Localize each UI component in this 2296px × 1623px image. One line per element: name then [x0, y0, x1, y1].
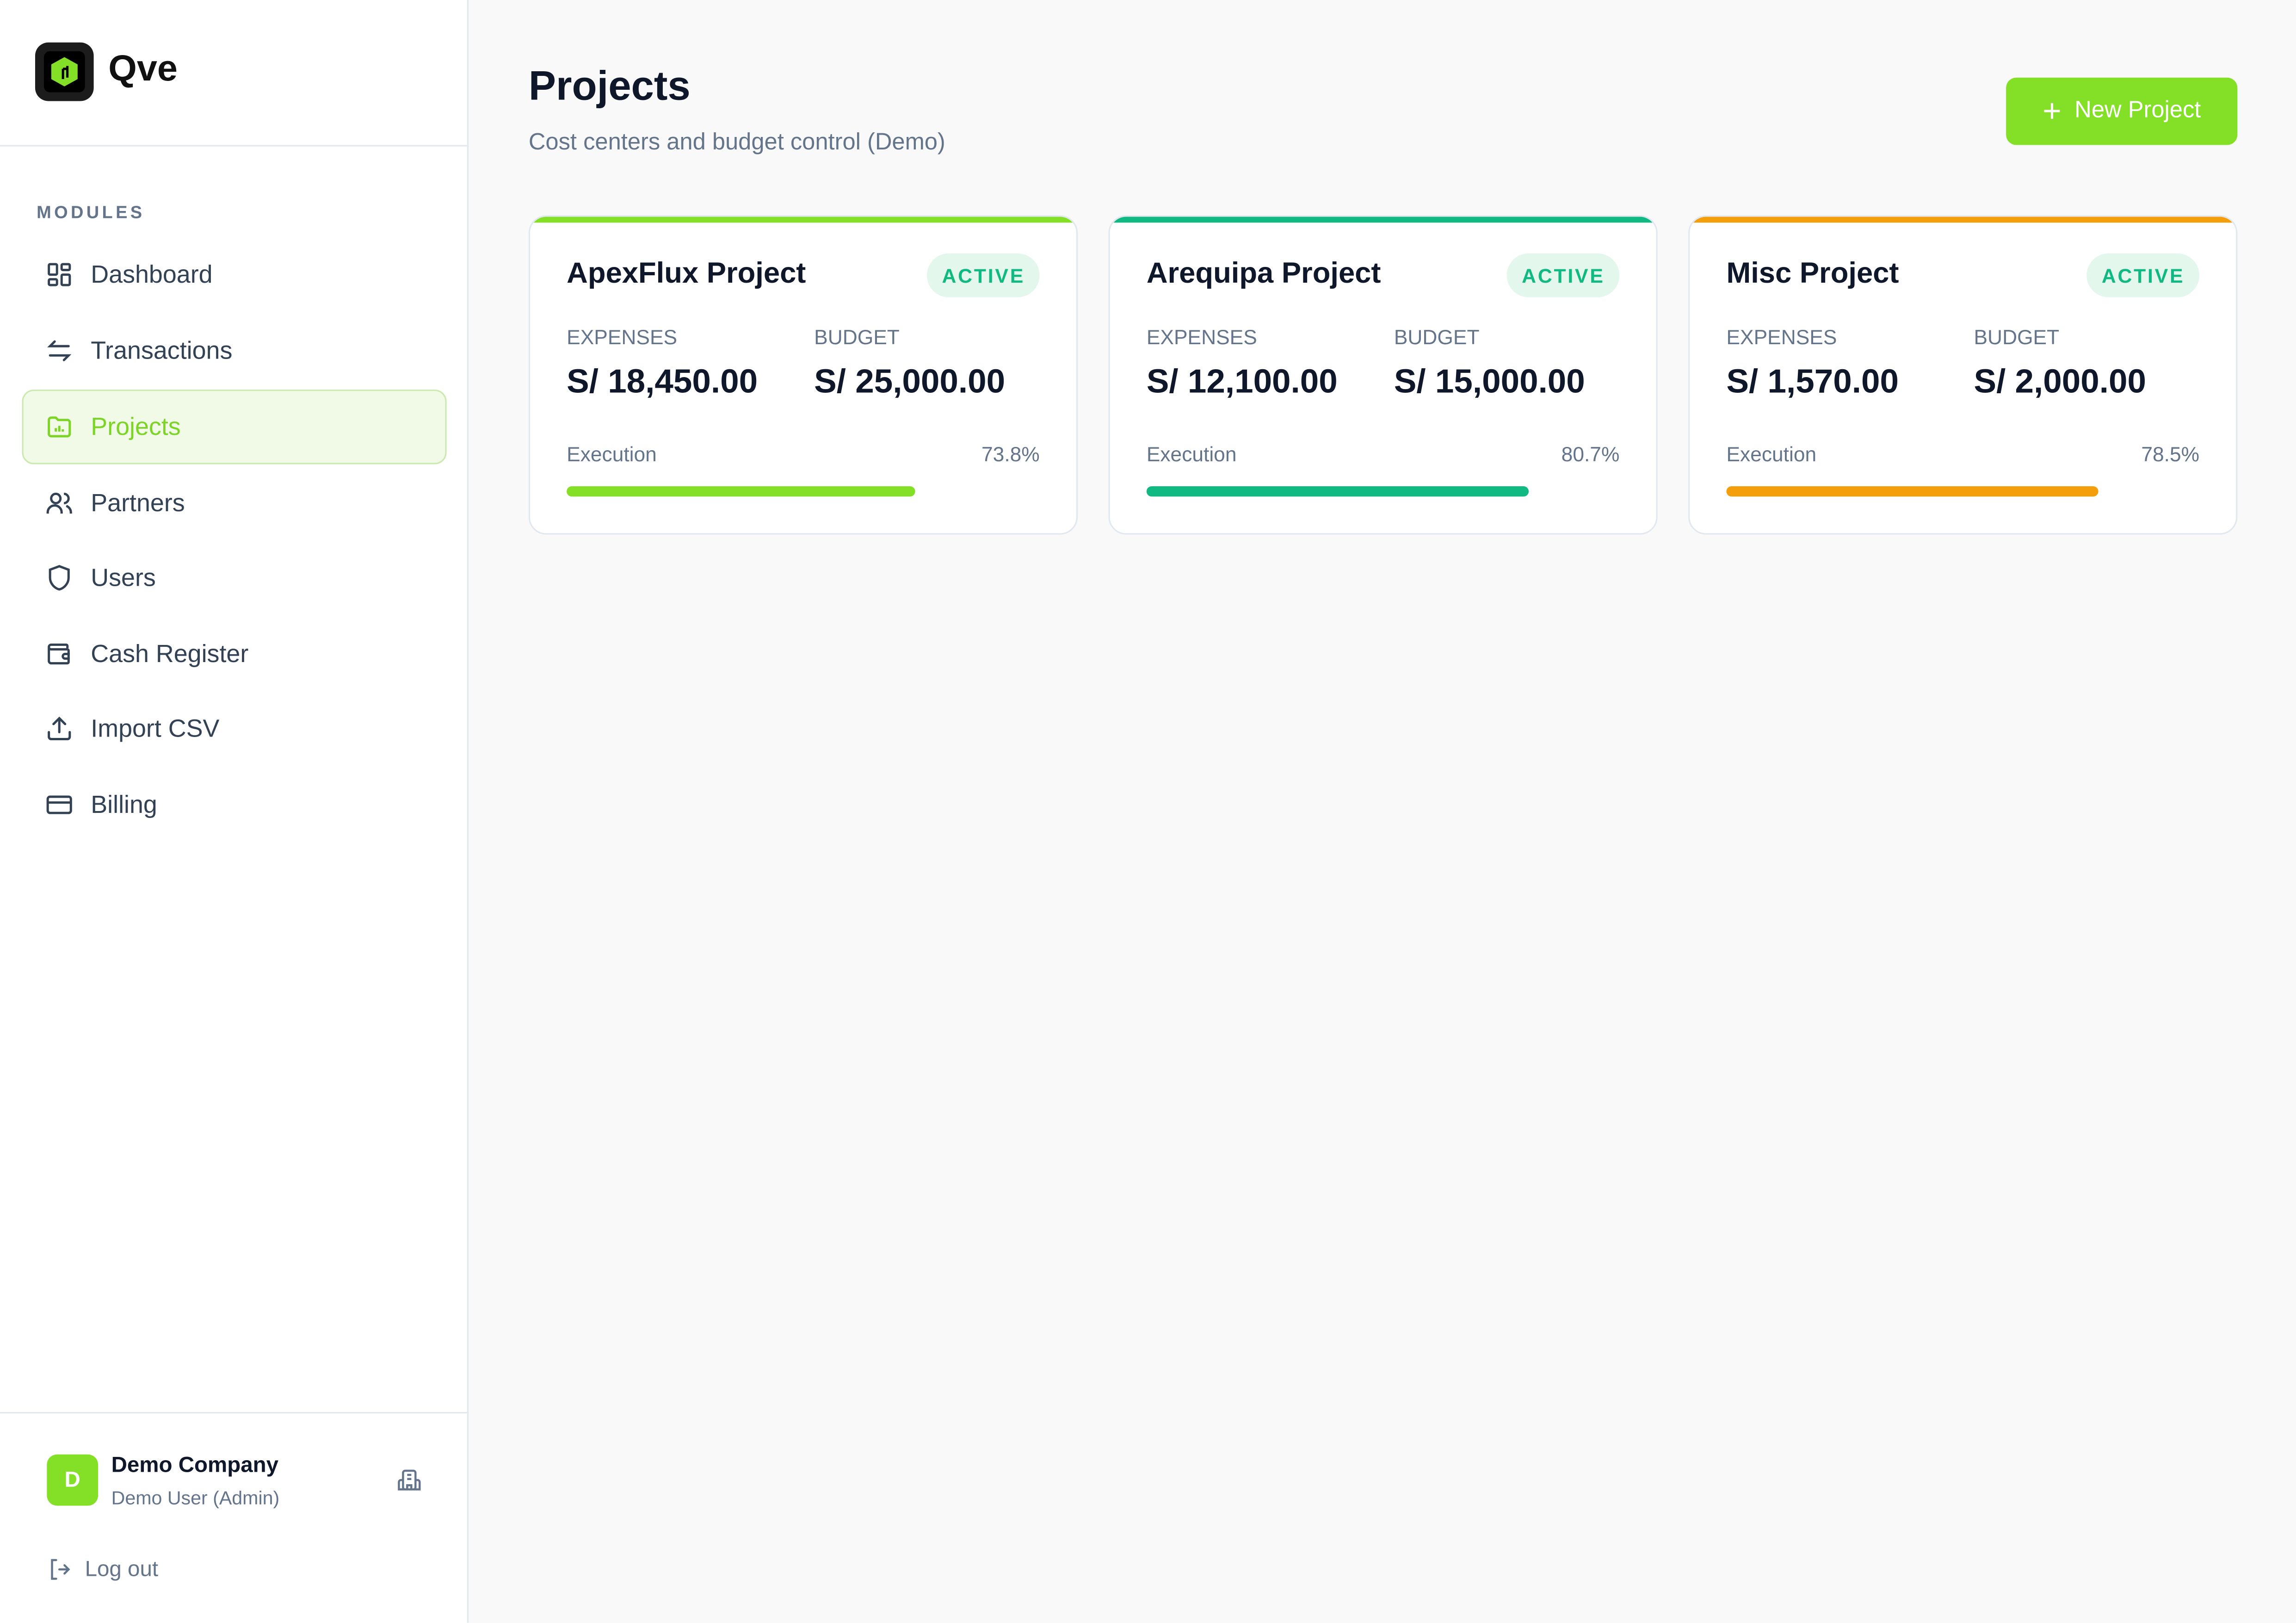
execution-percent: 78.5% [2141, 442, 2200, 466]
budget-value: S/ 2,000.00 [1974, 361, 2146, 400]
arrows-exchange-icon [47, 340, 72, 361]
project-name: Arequipa Project [1146, 258, 1381, 290]
upload-icon [48, 716, 71, 741]
budget-value: S/ 25,000.00 [814, 361, 1006, 400]
card-accent-bar [530, 217, 1076, 223]
expenses-label: EXPENSES [1146, 325, 1257, 349]
budget-label: BUDGET [1394, 325, 1480, 349]
sidebar: Qve MODULES Dashboard Transactions Proje… [0, 0, 469, 1623]
expenses-label: EXPENSES [1726, 325, 1837, 349]
app-name: Qve [108, 48, 178, 90]
logout-label: Log out [85, 1557, 159, 1582]
execution-progress-fill [567, 486, 916, 497]
budget-label: BUDGET [1974, 325, 2060, 349]
wallet-icon [48, 643, 70, 665]
sidebar-item-label: Import CSV [91, 714, 220, 742]
execution-label: Execution [567, 442, 657, 466]
project-card[interactable]: Misc Project ACTIVE EXPENSES BUDGET S/ 1… [1688, 215, 2238, 535]
logout-button[interactable]: Log out [47, 1557, 158, 1582]
project-card[interactable]: Arequipa Project ACTIVE EXPENSES BUDGET … [1108, 215, 1658, 535]
expenses-value: S/ 18,450.00 [567, 361, 758, 400]
execution-progress-fill [1146, 486, 1529, 497]
building-icon[interactable] [397, 1468, 422, 1493]
budget-value: S/ 15,000.00 [1394, 361, 1585, 400]
credit-card-icon [46, 795, 72, 814]
sidebar-item-cash-register[interactable]: Cash Register [22, 617, 446, 691]
sidebar-item-label: Transactions [91, 336, 233, 364]
sidebar-item-dashboard[interactable]: Dashboard [22, 237, 446, 312]
expenses-value: S/ 12,100.00 [1146, 361, 1338, 400]
project-card[interactable]: ApexFlux Project ACTIVE EXPENSES BUDGET … [528, 215, 1078, 535]
divider [0, 145, 469, 147]
page-title: Projects [528, 63, 691, 109]
sidebar-item-billing[interactable]: Billing [22, 768, 446, 842]
section-label: MODULES [37, 202, 145, 223]
sidebar-item-label: Cash Register [91, 639, 249, 668]
execution-progress-fill [1726, 486, 2098, 497]
divider [0, 1412, 469, 1413]
execution-label: Execution [1146, 442, 1237, 466]
new-project-label: New Project [2074, 98, 2201, 123]
execution-label: Execution [1726, 442, 1817, 466]
execution-progress-bar [1726, 486, 2200, 497]
sidebar-item-label: Partners [91, 488, 185, 516]
logo[interactable] [35, 42, 94, 101]
sidebar-item-label: Users [91, 563, 156, 591]
status-badge: ACTIVE [2087, 253, 2200, 297]
shield-icon [49, 565, 70, 591]
sidebar-item-label: Projects [91, 412, 181, 440]
execution-percent: 73.8% [981, 442, 1040, 466]
card-accent-bar [1690, 217, 2236, 223]
sidebar-item-users[interactable]: Users [22, 540, 446, 615]
sidebar-item-import-csv[interactable]: Import CSV [22, 691, 446, 766]
folder-chart-icon [48, 416, 71, 438]
sidebar-item-label: Dashboard [91, 260, 213, 288]
sidebar-item-transactions[interactable]: Transactions [22, 313, 446, 388]
card-accent-bar [1110, 217, 1656, 223]
users-icon [46, 492, 72, 514]
execution-progress-bar [567, 486, 1040, 497]
new-project-button[interactable]: + New Project [2006, 77, 2238, 145]
page-subtitle: Cost centers and budget control (Demo) [528, 130, 945, 155]
project-name: ApexFlux Project [567, 258, 806, 290]
company-name: Demo Company [111, 1453, 279, 1478]
project-name: Misc Project [1726, 258, 1899, 290]
execution-progress-bar [1146, 486, 1620, 497]
expenses-value: S/ 1,570.00 [1726, 361, 1899, 400]
dashboard-icon [48, 263, 71, 286]
expenses-label: EXPENSES [567, 325, 678, 349]
cube-logo-icon [51, 57, 78, 87]
status-badge: ACTIVE [927, 253, 1040, 297]
execution-percent: 80.7% [1561, 442, 1620, 466]
sidebar-item-partners[interactable]: Partners [22, 466, 446, 540]
sidebar-item-projects[interactable]: Projects [22, 390, 447, 465]
status-badge: ACTIVE [1507, 253, 1620, 297]
user-role: Demo User (Admin) [111, 1487, 280, 1509]
plus-icon: + [2043, 92, 2061, 129]
budget-label: BUDGET [814, 325, 900, 349]
logout-icon [51, 1559, 70, 1580]
avatar: D [47, 1454, 99, 1506]
sidebar-item-label: Billing [91, 790, 157, 818]
